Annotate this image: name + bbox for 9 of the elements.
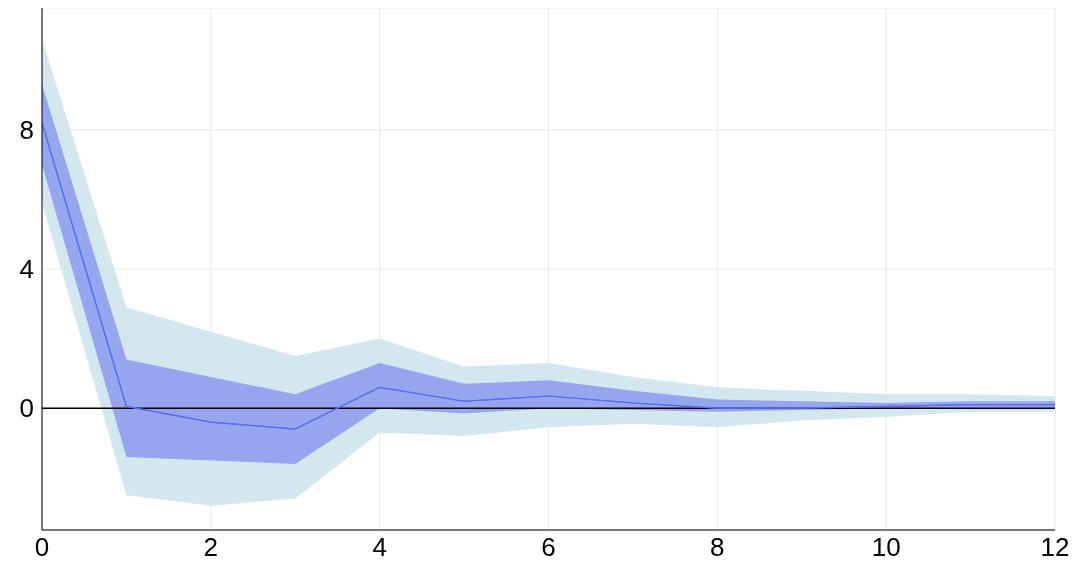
x-tick-label: 12 xyxy=(1040,532,1070,563)
y-tick-label: 8 xyxy=(19,115,34,146)
x-tick-label: 6 xyxy=(541,532,556,563)
y-tick-label: 0 xyxy=(19,393,34,424)
x-tick-label: 10 xyxy=(871,532,901,563)
x-tick-label: 2 xyxy=(203,532,219,563)
x-tick-label: 8 xyxy=(710,532,725,563)
y-tick-label: 4 xyxy=(19,254,34,285)
x-tick-label: 4 xyxy=(372,532,387,563)
